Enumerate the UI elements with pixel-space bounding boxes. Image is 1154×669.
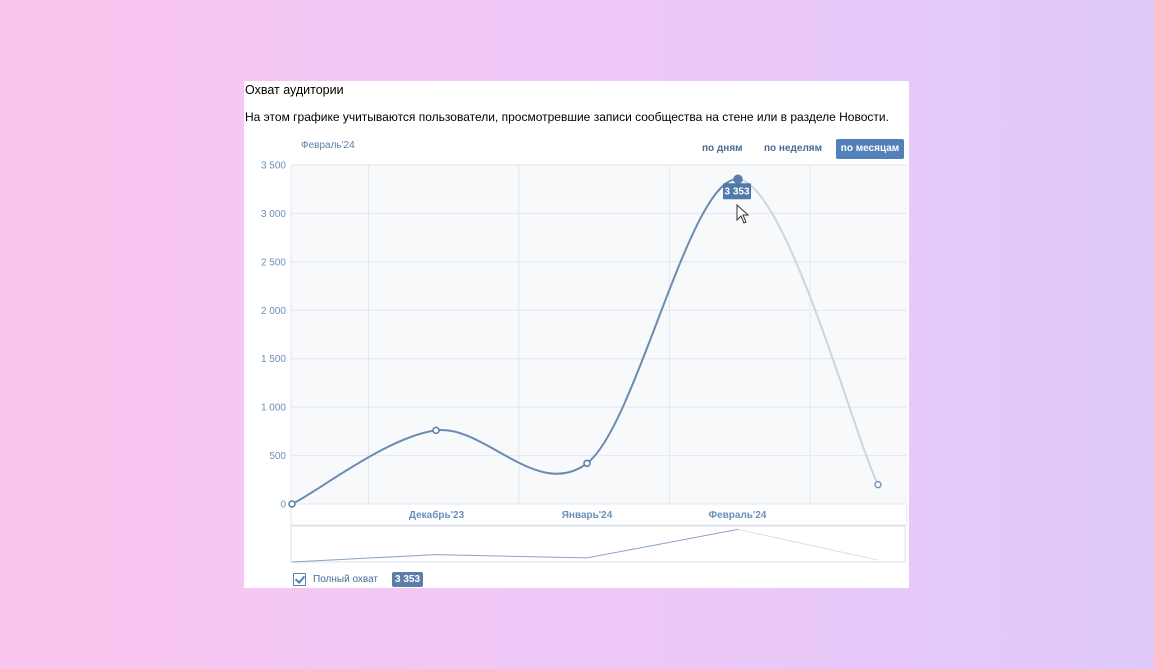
period-label: Февраль'24 (301, 140, 355, 151)
overview-line (291, 528, 739, 563)
y-tick-label: 1 500 (261, 354, 286, 365)
y-tick-label: 2 000 (261, 306, 286, 317)
y-tick-label: 0 (280, 500, 286, 511)
legend-label: Полный охват (313, 573, 379, 585)
full-reach-checkbox[interactable] (293, 572, 306, 586)
mouse-cursor-icon (736, 204, 750, 224)
data-point (583, 459, 591, 468)
by-months-button[interactable]: по месяцам (836, 139, 904, 159)
overview-line-partial (737, 528, 879, 561)
legend: Полный охват 3 353 (293, 570, 424, 588)
y-grid (291, 164, 907, 505)
data-point (288, 500, 296, 508)
value-tooltip: 3 353 (723, 183, 751, 200)
series-line-partial (737, 178, 879, 486)
audience-reach-panel: Охват аудитории На этом графике учитываю… (244, 81, 909, 588)
y-tick-label: 500 (269, 451, 286, 462)
data-point (733, 174, 743, 184)
tooltip-value: 3 353 (724, 187, 749, 198)
plot-area (291, 165, 907, 504)
panel-title: Охват аудитории (245, 83, 344, 97)
legend-value-badge: 3 353 (392, 571, 424, 587)
overview-navigator (290, 525, 906, 563)
y-tick-label: 3 500 (261, 161, 286, 172)
y-tick-label: 2 500 (261, 257, 286, 268)
x-axis-labels: Декабрь'23 Январь'24 Февраль'24 (409, 509, 767, 521)
tooltip-box (723, 183, 751, 200)
by-days-button[interactable]: по дням (702, 143, 743, 154)
data-points (288, 174, 882, 508)
x-grid (290, 165, 811, 525)
y-tick-label: 1 000 (261, 403, 286, 414)
reach-chart[interactable]: 0 500 1 000 1 500 2 000 2 500 3 000 3 500 Декаб… (244, 81, 909, 588)
x-tick-label: Январь'24 (562, 510, 613, 521)
panel-description: На этом графике учитываются пользователи… (245, 110, 889, 124)
x-tick-label: Февраль'24 (709, 510, 767, 521)
data-point (432, 426, 440, 435)
by-weeks-button[interactable]: по неделям (764, 143, 823, 154)
y-tick-label: 3 000 (261, 209, 286, 220)
y-axis-labels: 0 500 1 000 1 500 2 000 2 500 3 000 3 500 (261, 161, 286, 511)
data-point (874, 480, 882, 489)
x-tick-label: Декабрь'23 (409, 509, 465, 521)
series-line (291, 178, 739, 505)
x-axis-strip (290, 503, 908, 526)
